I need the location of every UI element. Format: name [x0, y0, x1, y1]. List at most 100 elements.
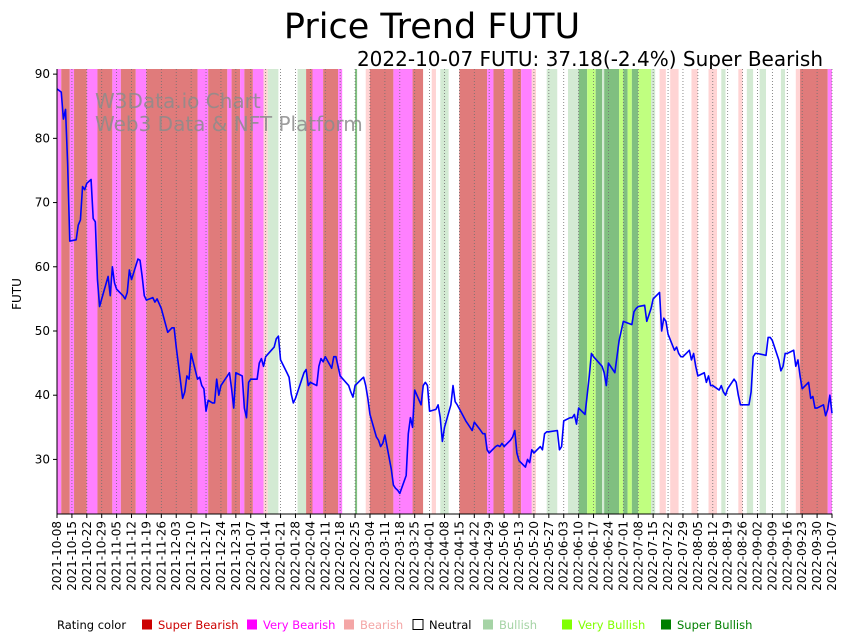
rating-band [57, 69, 62, 514]
x-tick-label: 2022-01-21 [274, 521, 288, 591]
y-axis-ticks: 30 40 50 60 70 80 90 [35, 67, 57, 466]
x-tick-label: 2022-06-17 [587, 521, 601, 591]
x-tick-label: 2022-05-06 [497, 521, 511, 591]
rating-band [602, 69, 605, 514]
x-tick-label: 2022-04-08 [438, 521, 452, 591]
x-tick-label: 2022-04-15 [452, 521, 466, 591]
rating-band [120, 69, 136, 514]
rating-band [604, 69, 620, 514]
x-tick-label: 2021-11-12 [125, 521, 139, 591]
rating-band [197, 69, 209, 514]
x-tick-label: 2022-05-20 [527, 521, 541, 591]
chart-subtitle: 2022-10-07 FUTU: 37.18(-2.4%) Super Bear… [357, 47, 823, 71]
y-tick-label: 30 [35, 452, 50, 466]
rating-band [267, 69, 279, 514]
x-tick-label: 2022-06-03 [557, 521, 571, 591]
rating-band [227, 69, 232, 514]
x-tick-label: 2022-09-16 [780, 521, 794, 591]
y-tick-label: 70 [35, 196, 50, 210]
watermark-line-1: W3Data.io Chart [95, 89, 261, 113]
x-tick-label: 2021-11-19 [139, 521, 153, 591]
rating-band [546, 69, 558, 514]
rating-band [578, 69, 588, 514]
rating-band [759, 69, 766, 514]
rating-band [765, 69, 781, 514]
x-tick-label: 2022-03-04 [363, 521, 377, 591]
y-axis-label: FUTU [10, 278, 24, 310]
legend: Rating color Super Bearish Very Bearish Bea… [57, 618, 752, 632]
x-tick-label: 2022-07-08 [631, 521, 645, 591]
rating-band [493, 69, 505, 514]
x-tick-label: 2022-07-15 [646, 521, 660, 591]
x-tick-label: 2022-06-10 [572, 521, 586, 591]
rating-band [638, 69, 652, 514]
legend-title: Rating color [57, 618, 126, 632]
legend-label: Very Bullish [578, 618, 645, 632]
rating-band [746, 69, 754, 514]
rating-band [623, 69, 628, 514]
rating-band [357, 69, 366, 514]
rating-band [61, 69, 70, 514]
x-tick-label: 2022-09-30 [810, 521, 824, 591]
watermark-line-2: Web3 Data & NFT Platform [95, 112, 363, 136]
x-tick-label: 2022-02-11 [318, 521, 332, 591]
rating-band [252, 69, 264, 514]
x-tick-label: 2021-10-15 [65, 521, 79, 591]
rating-band [135, 69, 147, 514]
rating-band [678, 69, 692, 514]
rating-band [393, 69, 413, 514]
legend-label: Super Bearish [158, 618, 239, 632]
rating-band [587, 69, 596, 514]
x-tick-label: 2022-02-18 [333, 521, 347, 591]
legend-swatch [562, 619, 572, 630]
rating-band [795, 69, 801, 514]
x-tick-label: 2021-10-29 [95, 521, 109, 591]
rating-band [753, 69, 760, 514]
y-tick-label: 50 [35, 324, 50, 338]
rating-band [297, 69, 307, 514]
rating-band [312, 69, 324, 514]
rating-band [780, 69, 786, 514]
legend-swatch [247, 619, 257, 630]
rating-band [459, 69, 488, 514]
x-tick-label: 2021-10-08 [50, 521, 64, 591]
x-tick-label: 2022-07-01 [616, 521, 630, 591]
x-tick-label: 2021-11-26 [154, 521, 168, 591]
x-tick-label: 2022-03-25 [408, 521, 422, 591]
rating-band [536, 69, 547, 514]
x-tick-label: 2022-07-22 [661, 521, 675, 591]
x-tick-label: 2022-07-29 [676, 521, 690, 591]
legend-label: Bullish [499, 618, 537, 632]
legend-label: Neutral [429, 618, 471, 632]
rating-band [365, 69, 370, 514]
rating-band [521, 69, 532, 514]
x-tick-label: 2022-05-27 [542, 521, 556, 591]
rating-band [691, 69, 698, 514]
rating-band [86, 69, 98, 514]
rating-band [742, 69, 747, 514]
x-tick-label: 2022-04-29 [482, 521, 496, 591]
rating-band [74, 69, 87, 514]
rating-band [721, 69, 726, 514]
x-tick-label: 2022-09-02 [750, 521, 764, 591]
rating-band [725, 69, 739, 514]
x-tick-label: 2021-12-17 [199, 521, 213, 591]
legend-swatch [412, 619, 424, 630]
rating-band [355, 69, 358, 514]
rating-band [448, 69, 460, 514]
x-tick-label: 2022-01-07 [244, 521, 258, 591]
x-tick-label: 2021-10-22 [80, 521, 94, 591]
x-tick-label: 2022-08-19 [721, 521, 735, 591]
rating-band [244, 69, 253, 514]
x-tick-label: 2022-02-04 [303, 521, 317, 591]
rating-band [557, 69, 568, 514]
chart-title: Price Trend FUTU [284, 7, 580, 47]
rating-band [431, 69, 436, 514]
rating-band [619, 69, 624, 514]
rating-band [435, 69, 441, 514]
rating-band [369, 69, 394, 514]
x-tick-label: 2022-04-22 [467, 521, 481, 591]
rating-band [655, 69, 660, 514]
x-tick-label: 2021-12-10 [184, 521, 198, 591]
legend-swatch [483, 619, 493, 630]
